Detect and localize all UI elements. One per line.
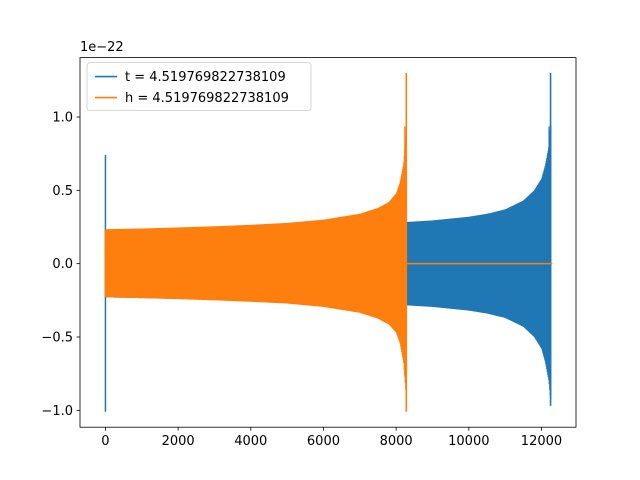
x-tick-label: 8000 [380, 434, 413, 449]
offset-label: 1e−22 [80, 40, 124, 55]
x-tick-label: 0 [101, 434, 109, 449]
axes-frame [79, 57, 577, 428]
y-tick-label: −0.5 [41, 331, 73, 346]
x-axis: 0 2000 4000 6000 8000 10000 12000 [101, 427, 562, 449]
series-band [104, 137, 407, 390]
x-tick-label: 2000 [162, 434, 195, 449]
x-tick-label: 6000 [307, 434, 340, 449]
series-layer [104, 73, 553, 412]
legend-label: t = 4.519769822738109 [125, 70, 286, 85]
legend-label: h = 4.519769822738109 [125, 91, 289, 106]
x-tick-label: 12000 [521, 434, 562, 449]
x-tick-label: 10000 [448, 434, 489, 449]
legend-box [86, 62, 312, 111]
y-axis: −1.0 −0.5 0.0 0.5 1.0 [41, 111, 80, 419]
y-tick-label: 1.0 [52, 111, 73, 126]
y-tick-label: −1.0 [41, 404, 73, 419]
y-tick-label: 0.5 [52, 184, 73, 199]
x-tick-label: 4000 [234, 434, 267, 449]
series-h [104, 73, 553, 412]
y-tick-label: 0.0 [52, 257, 73, 272]
legend: t = 4.519769822738109 h = 4.5197698227381… [86, 62, 312, 111]
